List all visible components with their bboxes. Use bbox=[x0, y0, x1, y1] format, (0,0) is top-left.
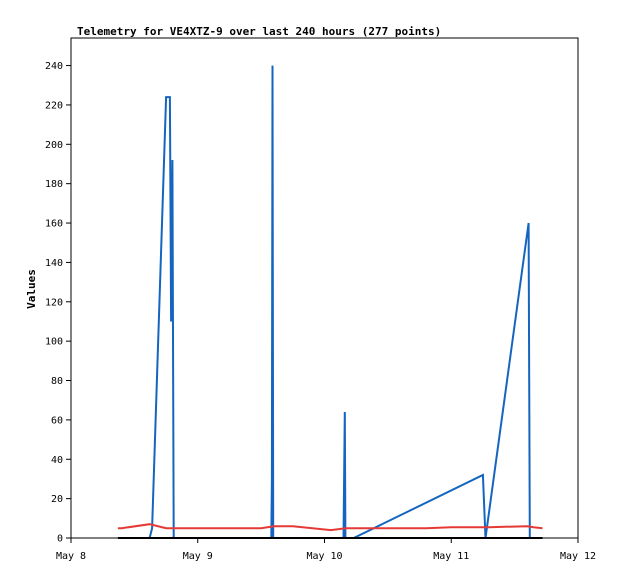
y-tick-label: 180 bbox=[45, 179, 63, 190]
x-tick-label: May 11 bbox=[433, 551, 469, 562]
x-tick-label: May 9 bbox=[183, 551, 213, 562]
y-tick-label: 240 bbox=[45, 61, 63, 72]
chart-title: Telemetry for VE4XTZ-9 over last 240 hou… bbox=[77, 25, 441, 38]
x-tick-label: May 12 bbox=[560, 551, 596, 562]
x-tick-label: May 8 bbox=[56, 551, 86, 562]
y-tick-label: 40 bbox=[51, 455, 63, 466]
series-lines bbox=[117, 65, 543, 539]
y-tick-label: 200 bbox=[45, 140, 63, 151]
series-line-2 bbox=[117, 523, 543, 532]
y-tick-label: 220 bbox=[45, 100, 63, 111]
y-tick-label: 80 bbox=[51, 376, 63, 387]
y-axis-label: Values bbox=[25, 269, 38, 309]
x-axis-ticks: May 8 May 9 May 10 May 11 May 12 bbox=[56, 538, 596, 562]
y-tick-label: 140 bbox=[45, 258, 63, 269]
y-tick-label: 20 bbox=[51, 494, 63, 505]
x-tick-label: May 10 bbox=[306, 551, 342, 562]
y-tick-label: 120 bbox=[45, 297, 63, 308]
y-tick-label: 100 bbox=[45, 337, 63, 348]
y-tick-label: 60 bbox=[51, 415, 63, 426]
series-line-1 bbox=[148, 65, 531, 539]
y-tick-label: 160 bbox=[45, 219, 63, 230]
plot-area-frame bbox=[70, 37, 579, 539]
y-axis-ticks: 0 20 40 60 80 100 120 140 160 180 200 220 240 bbox=[45, 61, 71, 545]
y-tick-label: 0 bbox=[57, 534, 63, 545]
